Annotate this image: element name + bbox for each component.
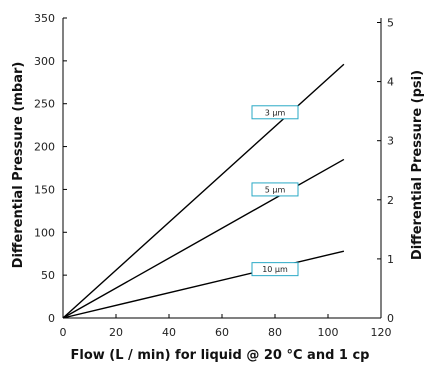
x-tick-label: 20 xyxy=(109,326,123,339)
series-label: 5 µm xyxy=(265,185,286,194)
x-tick-label: 80 xyxy=(268,326,282,339)
y-axis-ticks: 0 50 100 150 200 250 300 350 xyxy=(34,12,67,325)
y-tick-label: 200 xyxy=(34,141,55,154)
series-line xyxy=(62,250,345,319)
plot-frame xyxy=(62,18,382,319)
y-tick-label: 50 xyxy=(41,269,55,282)
y2-tick-label: 2 xyxy=(387,194,394,207)
y-tick-label: 150 xyxy=(34,183,55,196)
series-labels: 3 µm 5 µm 10 µm xyxy=(251,105,299,277)
y2-axis-ticks: 0 1 2 3 4 5 xyxy=(377,16,394,325)
x-tick-label: 0 xyxy=(60,326,67,339)
x-axis-title: Flow (L / min) for liquid @ 20 °C and 1 … xyxy=(71,348,370,363)
y-tick-label: 250 xyxy=(34,98,55,111)
y2-axis-title: Differential Pressure (psi) xyxy=(410,70,425,260)
series-line xyxy=(62,158,345,319)
y2-tick-label: 0 xyxy=(387,312,394,325)
y-tick-label: 300 xyxy=(34,55,55,68)
y-tick-label: 100 xyxy=(34,226,55,239)
series-lines xyxy=(62,63,345,319)
x-tick-label: 120 xyxy=(371,326,392,339)
series-label: 3 µm xyxy=(265,108,286,117)
y2-tick-label: 5 xyxy=(387,16,394,29)
y2-tick-label: 4 xyxy=(387,76,394,89)
x-tick-label: 100 xyxy=(318,326,339,339)
x-axis-ticks: 0 20 40 60 80 100 120 xyxy=(60,314,392,339)
y-tick-label: 0 xyxy=(48,312,55,325)
series-label-box xyxy=(251,105,299,120)
x-tick-label: 60 xyxy=(215,326,229,339)
series-line xyxy=(62,63,345,319)
y2-tick-label: 3 xyxy=(387,135,394,148)
y2-tick-label: 1 xyxy=(387,253,394,266)
y-tick-label: 350 xyxy=(34,12,55,25)
x-tick-label: 40 xyxy=(162,326,176,339)
y-axis-title: Differential Pressure (mbar) xyxy=(11,62,26,269)
series-label-box xyxy=(251,182,299,197)
series-label-box xyxy=(251,262,299,277)
series-label: 10 µm xyxy=(262,265,288,274)
